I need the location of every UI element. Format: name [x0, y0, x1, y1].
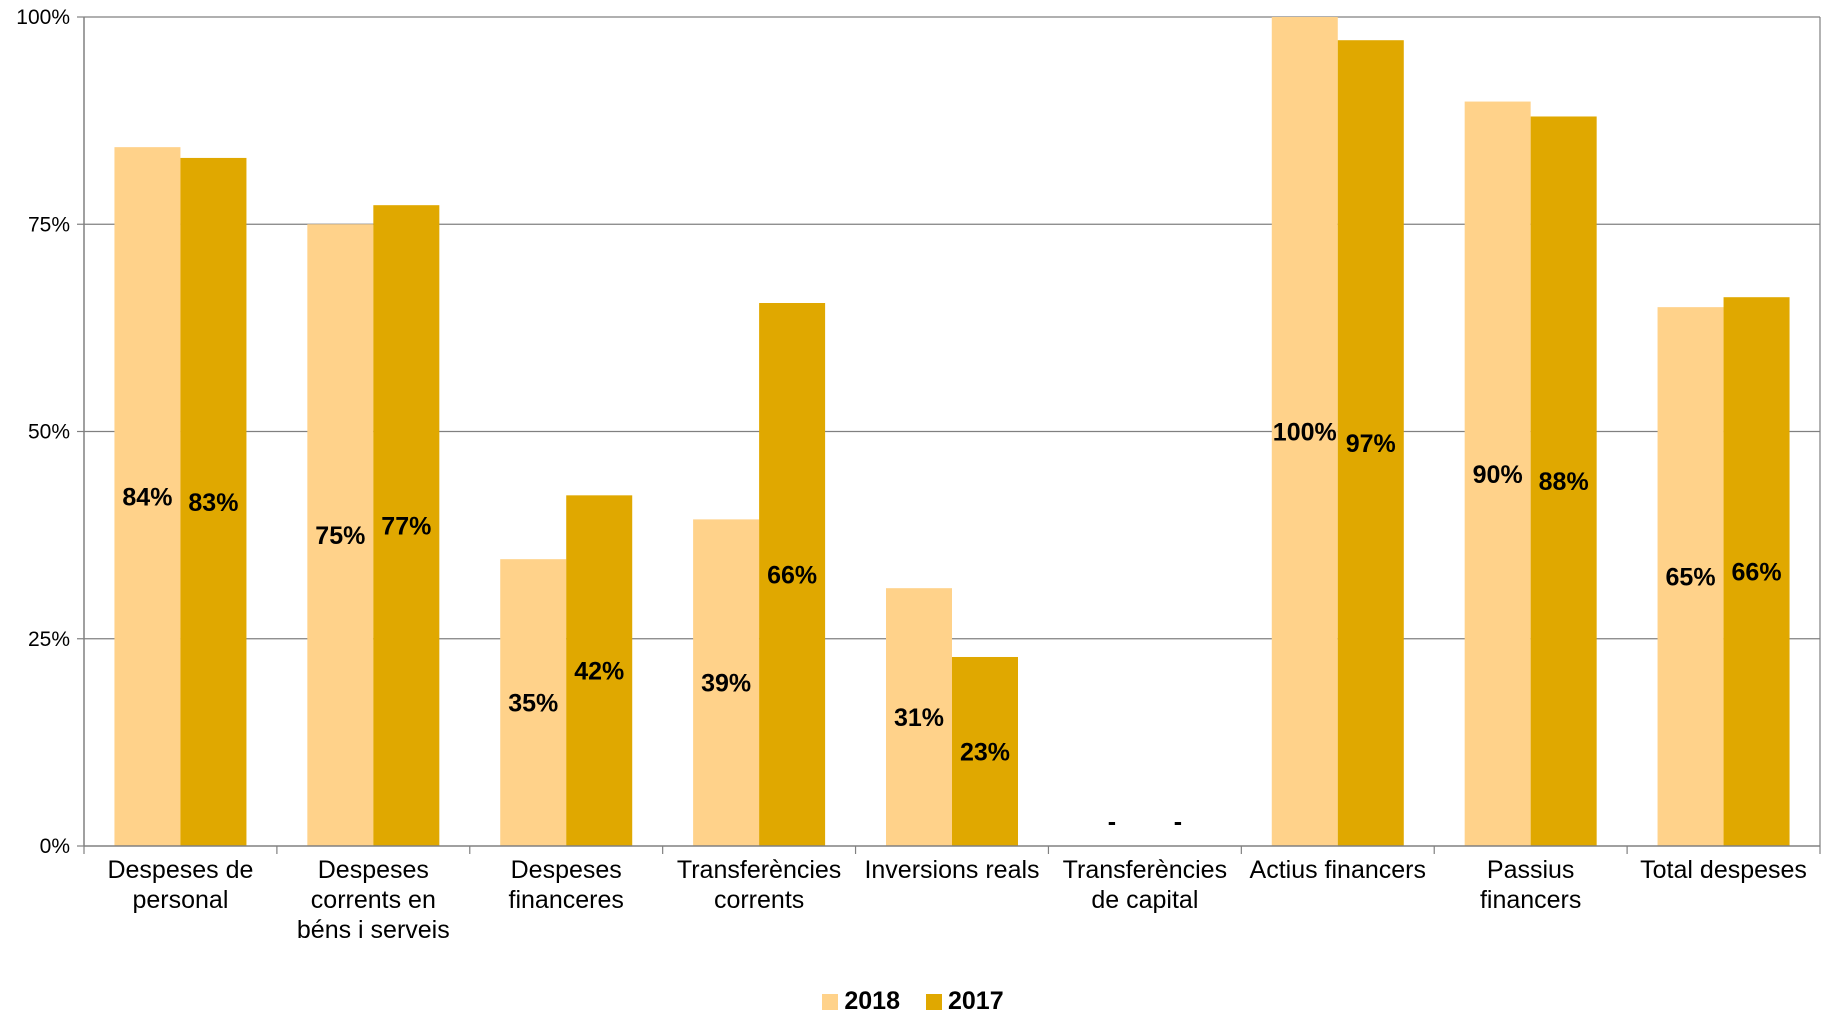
data-label-2018: 75% — [315, 522, 365, 550]
y-tick-label: 0% — [40, 835, 70, 858]
data-label-2017: 66% — [1732, 559, 1782, 587]
y-tick-label: 75% — [28, 213, 70, 236]
x-category-label-line: Total despeses — [1640, 856, 1807, 884]
x-category-label-line: financers — [1480, 886, 1581, 914]
x-category-label-line: corrents en — [311, 886, 436, 914]
x-category-label: Transferències corrents — [677, 856, 841, 914]
x-category-label-line: Transferències — [677, 856, 841, 884]
data-label-2017: 42% — [574, 658, 624, 686]
x-category-label-line: Transferències — [1063, 856, 1227, 884]
legend-label-2017: 2017 — [948, 987, 1004, 1015]
data-label-2017: - — [1174, 808, 1182, 836]
legend-swatch-2017 — [926, 993, 942, 1010]
data-label-2018: 90% — [1473, 461, 1523, 489]
x-category-label-line: Actius financers — [1250, 856, 1426, 884]
x-category-label-line: béns i serveis — [297, 916, 450, 944]
bar-2018 — [693, 519, 760, 846]
x-category-label: Despeses financeres — [509, 856, 624, 914]
bar-2018 — [886, 588, 952, 846]
bar-2018 — [307, 224, 374, 846]
data-label-2017: 23% — [960, 738, 1010, 766]
x-category-label-line: corrents — [714, 886, 804, 914]
bar-2018 — [114, 147, 181, 846]
x-category-label: Total despeses — [1640, 856, 1807, 884]
data-label-2018: 100% — [1273, 419, 1337, 447]
x-category-label: Despeses de personal — [107, 856, 253, 914]
data-label-2018: 35% — [508, 690, 558, 718]
x-category-label-line: financeres — [509, 886, 624, 914]
x-category-label-line: Passius — [1487, 856, 1575, 884]
bar-2018 — [1657, 307, 1724, 846]
data-label-2018: 31% — [894, 704, 944, 732]
x-category-label: Actius financers — [1250, 856, 1426, 884]
data-label-2018: 65% — [1666, 564, 1716, 592]
bar-2017 — [1723, 297, 1790, 846]
data-label-2017: 77% — [381, 513, 431, 541]
bar-2017 — [1530, 116, 1597, 847]
legend-item-2018: 2018 — [822, 987, 900, 1016]
data-label-2018: 39% — [701, 670, 751, 698]
y-tick-label: 100% — [16, 6, 70, 29]
bar-2017 — [180, 157, 247, 846]
bar-2018 — [1464, 101, 1531, 847]
bar-2017 — [952, 656, 1018, 846]
x-category-label: Inversions reals — [864, 856, 1039, 884]
x-category-label: Transferències de capital — [1063, 856, 1227, 914]
y-tick-label: 50% — [28, 421, 70, 444]
x-category-label-line: Despeses — [318, 856, 429, 884]
x-category-label-line: Despeses de — [107, 856, 253, 884]
x-category-label-line: Inversions reals — [864, 856, 1039, 884]
data-label-2018: - — [1108, 808, 1116, 836]
data-label-2017: 97% — [1346, 430, 1396, 458]
bar-2018 — [500, 559, 567, 846]
legend-swatch-2018 — [822, 993, 839, 1010]
bar-2017 — [1337, 40, 1404, 847]
data-label-2017: 83% — [188, 489, 238, 517]
data-label-2017: 66% — [767, 562, 817, 590]
legend-label-2018: 2018 — [844, 987, 900, 1015]
bar-2017 — [759, 303, 826, 846]
bar-2017 — [373, 205, 440, 847]
x-category-label-line: Despeses — [511, 856, 622, 884]
x-category-label: Despeses corrents en béns i serveis — [297, 856, 450, 944]
legend-item-2017: 2017 — [926, 987, 1004, 1016]
data-label-2017: 88% — [1539, 468, 1589, 496]
data-label-2018: 84% — [122, 484, 172, 512]
x-category-label: Passius financers — [1480, 856, 1581, 914]
bar-2017 — [566, 495, 633, 846]
x-category-label-line: personal — [132, 886, 228, 914]
y-tick-label: 25% — [28, 628, 70, 651]
bar-2018 — [1271, 17, 1338, 846]
x-category-label-line: de capital — [1091, 886, 1198, 914]
legend: 2018 2017 — [0, 987, 1826, 1016]
